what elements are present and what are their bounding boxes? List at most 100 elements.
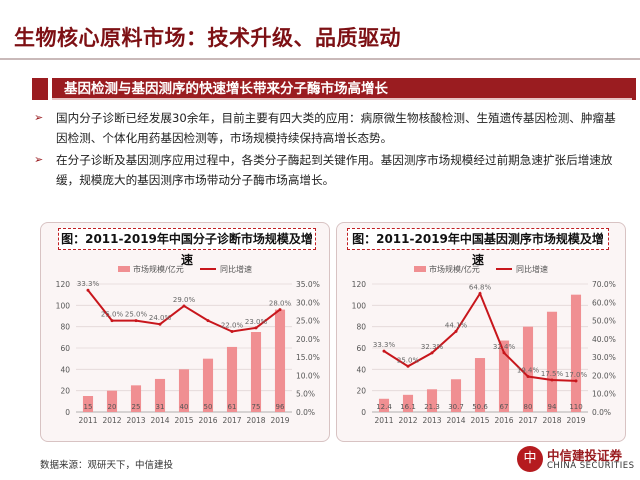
bar-value-label: 94 [548,403,557,411]
growth-rate-point [430,351,434,355]
x-tick-label: 2017 [222,416,241,425]
bar [154,378,166,412]
y-right-tick-label: 70.0% [592,280,616,289]
line-value-label: 19.4% [517,367,540,375]
y-right-tick-label: 30.0% [296,298,320,307]
x-tick-label: 2016 [494,416,513,425]
bar [250,332,262,412]
y-right-tick-label: 0.0% [592,408,611,417]
bullet-item: ➢ 在分子诊断及基因测序应用过程中，各类分子酶起到关键作用。基因测序市场规模经过… [34,150,624,190]
x-tick-label: 2016 [198,416,217,425]
y-left-tick-label: 0 [65,408,70,417]
y-right-tick-label: 60.0% [592,298,616,307]
x-tick-label: 2012 [102,416,121,425]
growth-rate-point [550,378,554,382]
bar [570,294,582,412]
section-banner: 基因检测与基因测序的快速增长带来分子酶市场高增长 [52,78,636,100]
growth-rate-point [454,329,458,333]
bar-value-label: 67 [500,403,509,411]
growth-rate-point [478,292,482,296]
line-value-label: 64.8% [469,284,492,292]
growth-rate-point [278,308,282,312]
y-left-tick-label: 60 [356,344,366,353]
bar-value-label: 15 [84,403,93,411]
growth-rate-point [526,375,530,379]
growth-rate-point [206,319,210,323]
bar-value-label: 16.1 [400,403,416,411]
x-tick-label: 2011 [78,416,97,425]
x-tick-label: 2017 [518,416,537,425]
x-tick-label: 2013 [126,416,145,425]
y-right-tick-label: 10.0% [592,390,616,399]
y-left-tick-label: 60 [60,344,70,353]
bar-value-label: 50 [204,403,213,411]
growth-rate-point [574,379,578,383]
legend-bar-swatch [414,266,426,272]
growth-rate-point [406,364,410,368]
y-left-tick-label: 0 [361,408,366,417]
growth-rate-point [86,288,90,292]
y-right-tick-label: 30.0% [592,353,616,362]
y-right-tick-label: 40.0% [592,335,616,344]
chart-title-right: 图：2011-2019年中国基因测序市场规模及增速 [347,228,609,267]
line-value-label: 25.0% [397,356,420,364]
y-right-tick-label: 25.0% [296,317,320,326]
growth-rate-point [134,319,138,323]
logo-name-en: CHINA SECURITIES [547,461,635,471]
bar [522,326,534,412]
y-right-tick-label: 20.0% [592,371,616,380]
company-logo: 中 中信建投证券 CHINA SECURITIES [517,444,635,474]
bar-value-label: 75 [252,403,261,411]
x-tick-label: 2011 [374,416,393,425]
growth-rate-point [254,326,258,330]
line-value-label: 24.0% [149,314,172,322]
y-right-tick-label: 0.0% [296,408,315,417]
line-value-label: 44.1% [445,321,468,329]
bar-value-label: 31 [156,403,165,411]
x-tick-label: 2013 [422,416,441,425]
bullet-text: 国内分子诊断已经发展30余年，目前主要有四大类的应用：病原微生物核酸检测、生殖遗… [56,111,616,145]
growth-rate-point [230,330,234,334]
legend-bar-swatch [118,266,130,272]
bar-value-label: 96 [276,403,285,411]
bar-value-label: 80 [524,403,533,411]
bar [402,394,414,412]
gene-sequencing-chart: 市场规模/亿元 同比增速 0 20 40 60 80 100 120 0.0% 10.0% 20.0%… [352,264,616,425]
x-tick-label: 2015 [470,416,489,425]
bullet-item: ➢ 国内分子诊断已经发展30余年，目前主要有四大类的应用：病原微生物核酸检测、生… [34,108,624,148]
banner-tab [32,78,48,100]
line-value-label: 23.0% [245,318,268,326]
bar [426,389,438,412]
title-divider [0,58,640,60]
bar-value-label: 30.7 [448,403,464,411]
molecular-diagnosis-chart: 市场规模/亿元 同比增速 0 20 40 60 80 100 120 0.0% 5.0% 10.0% 1… [56,264,320,425]
x-tick-label: 2015 [174,416,193,425]
growth-rate-point [502,351,506,355]
x-tick-label: 2018 [542,416,561,425]
y-left-tick-label: 40 [356,365,366,374]
y-left-tick-label: 20 [60,387,70,396]
y-right-tick-label: 15.0% [296,353,320,362]
bar [130,385,142,412]
bullet-text: 在分子诊断及基因测序应用过程中，各类分子酶起到关键作用。基因测序市场规模经过前期… [56,153,613,187]
bar [450,379,462,412]
y-left-tick-label: 100 [352,301,367,310]
line-value-label: 32.4% [493,343,516,351]
x-tick-label: 2014 [446,416,465,425]
bar [274,309,286,412]
y-left-tick-label: 80 [356,323,366,332]
y-left-tick-label: 80 [60,323,70,332]
line-value-label: 17.0% [565,371,588,379]
growth-rate-point [182,304,186,308]
growth-rate-point [110,319,114,323]
x-tick-label: 2019 [270,416,289,425]
growth-rate-point [158,322,162,326]
x-tick-label: 2019 [566,416,585,425]
bar [474,358,486,412]
x-tick-label: 2018 [246,416,265,425]
arrow-bullet-icon: ➢ [34,111,44,124]
y-right-tick-label: 35.0% [296,280,320,289]
y-left-tick-label: 40 [60,365,70,374]
line-value-label: 28.0% [269,300,292,308]
line-value-label: 29.0% [173,296,196,304]
